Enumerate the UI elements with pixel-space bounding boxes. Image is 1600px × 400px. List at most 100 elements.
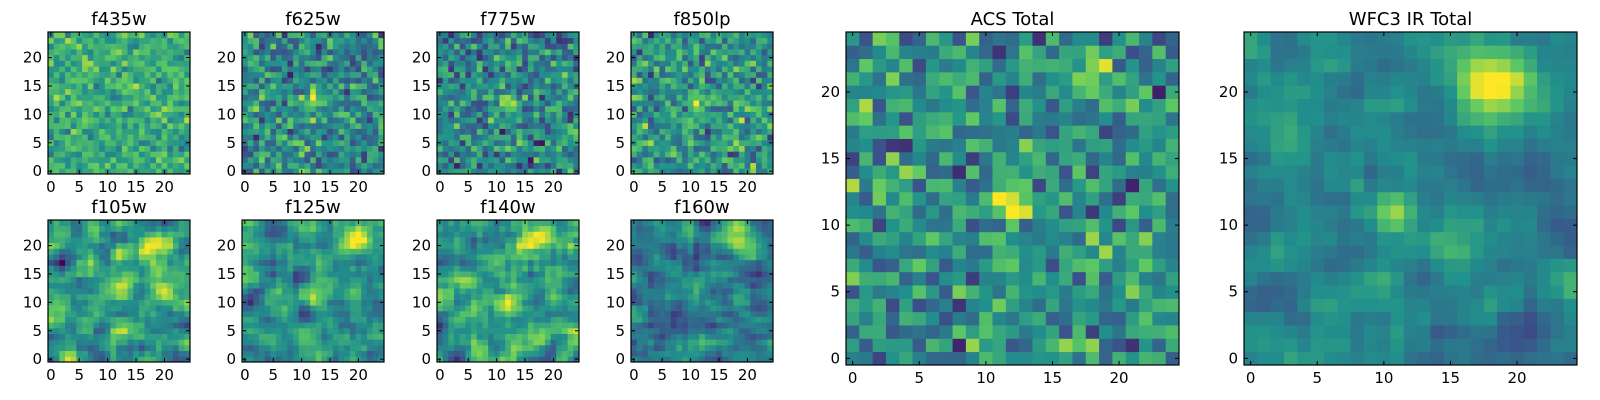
heatmap-cell xyxy=(648,145,655,152)
heatmap-cell xyxy=(48,350,55,357)
heatmap-cell xyxy=(93,220,100,227)
heatmap-cell xyxy=(53,71,60,78)
heatmap-cell xyxy=(242,248,249,255)
heatmap-cell xyxy=(127,350,134,357)
heatmap-cell xyxy=(287,32,294,39)
heatmap-cell xyxy=(138,327,145,334)
heatmap-cell xyxy=(448,271,455,278)
heatmap-cell xyxy=(642,333,649,340)
heatmap-cell xyxy=(676,111,683,118)
heatmap-cell xyxy=(338,305,345,312)
heatmap-cell xyxy=(378,117,385,124)
heatmap-cell xyxy=(573,350,580,357)
heatmap-cell xyxy=(270,305,277,312)
heatmap-cell xyxy=(361,322,368,329)
heatmap-cell xyxy=(247,77,254,84)
heatmap-cell xyxy=(121,276,128,283)
heatmap-cell xyxy=(716,339,723,346)
heatmap-cell xyxy=(488,145,495,152)
heatmap-cell xyxy=(636,310,643,317)
heatmap-cell xyxy=(550,237,557,244)
heatmap-cell xyxy=(550,111,557,118)
heatmap-cell xyxy=(653,350,660,357)
heatmap-cell xyxy=(693,117,700,124)
heatmap-cell xyxy=(178,327,185,334)
heatmap-cell xyxy=(127,117,134,124)
heatmap-cell xyxy=(682,339,689,346)
heatmap-cell xyxy=(648,66,655,73)
heatmap-cell xyxy=(82,83,89,90)
heatmap-cell xyxy=(499,356,506,363)
heatmap-cell xyxy=(721,134,728,141)
heatmap-cell xyxy=(448,54,455,61)
heatmap-cell xyxy=(550,43,557,50)
heatmap-cell xyxy=(716,344,723,352)
heatmap-cell xyxy=(247,322,254,329)
heatmap-cell xyxy=(321,327,328,334)
heatmap-cell xyxy=(82,344,89,352)
heatmap-cell xyxy=(505,134,512,141)
heatmap-cell xyxy=(448,322,455,329)
heatmap-cell xyxy=(264,322,271,329)
heatmap-cell xyxy=(767,339,774,346)
heatmap-cell xyxy=(110,32,117,39)
heatmap-cell xyxy=(65,139,72,146)
heatmap-cell xyxy=(82,60,89,67)
x-tick-label: 0 xyxy=(435,178,445,196)
heatmap-cell xyxy=(687,83,694,90)
heatmap-cell xyxy=(48,237,55,244)
heatmap-cell xyxy=(121,350,128,357)
heatmap-cell xyxy=(471,145,478,152)
heatmap-cell xyxy=(556,288,563,295)
heatmap-cell xyxy=(144,77,151,84)
heatmap-cell xyxy=(327,122,334,129)
heatmap-cell xyxy=(138,49,145,56)
heatmap-cell xyxy=(304,231,311,238)
heatmap-cell xyxy=(349,145,356,152)
heatmap-cell xyxy=(281,225,288,232)
heatmap-cell xyxy=(488,271,495,278)
heatmap-cell xyxy=(82,276,89,283)
heatmap-cell xyxy=(653,293,660,300)
heatmap-cell xyxy=(750,316,757,323)
heatmap-cell xyxy=(104,231,111,238)
heatmap-cell xyxy=(247,220,254,227)
heatmap-cell xyxy=(110,105,117,112)
heatmap-cell xyxy=(355,327,362,334)
heatmap-cell xyxy=(727,32,734,39)
heatmap-cell xyxy=(87,162,94,169)
heatmap-cell xyxy=(544,333,551,340)
heatmap-cell xyxy=(172,305,180,312)
heatmap-cell xyxy=(465,327,472,334)
heatmap-cell xyxy=(259,339,266,346)
heatmap-cell xyxy=(247,88,254,95)
heatmap-cell xyxy=(372,122,379,129)
heatmap-cell xyxy=(539,225,546,232)
heatmap-cell xyxy=(310,259,317,266)
heatmap-cell xyxy=(247,276,254,283)
heatmap-cell xyxy=(65,299,72,306)
heatmap-cell xyxy=(93,237,100,244)
heatmap-cell xyxy=(527,254,534,261)
y-tick-label: 20 xyxy=(217,49,236,67)
heatmap-cell xyxy=(321,128,328,135)
heatmap-cell xyxy=(476,151,483,158)
heatmap-cell xyxy=(276,94,283,101)
heatmap-cell xyxy=(642,49,649,56)
heatmap-cell xyxy=(310,117,317,124)
heatmap-cell xyxy=(242,350,249,357)
heatmap-cell xyxy=(116,54,123,61)
heatmap-cell xyxy=(539,60,546,67)
heatmap-cell xyxy=(99,316,106,323)
heatmap-cell xyxy=(533,237,540,244)
axes-frame xyxy=(241,219,385,363)
heatmap-cell xyxy=(539,231,546,238)
heatmap-cell xyxy=(653,339,660,346)
heatmap-cell xyxy=(59,339,66,346)
heatmap-cell xyxy=(682,156,689,164)
heatmap-cell xyxy=(59,66,66,73)
heatmap-cell xyxy=(310,168,317,175)
heatmap-cell xyxy=(298,242,305,249)
heatmap-cell xyxy=(721,111,728,118)
heatmap-cell xyxy=(48,231,55,238)
